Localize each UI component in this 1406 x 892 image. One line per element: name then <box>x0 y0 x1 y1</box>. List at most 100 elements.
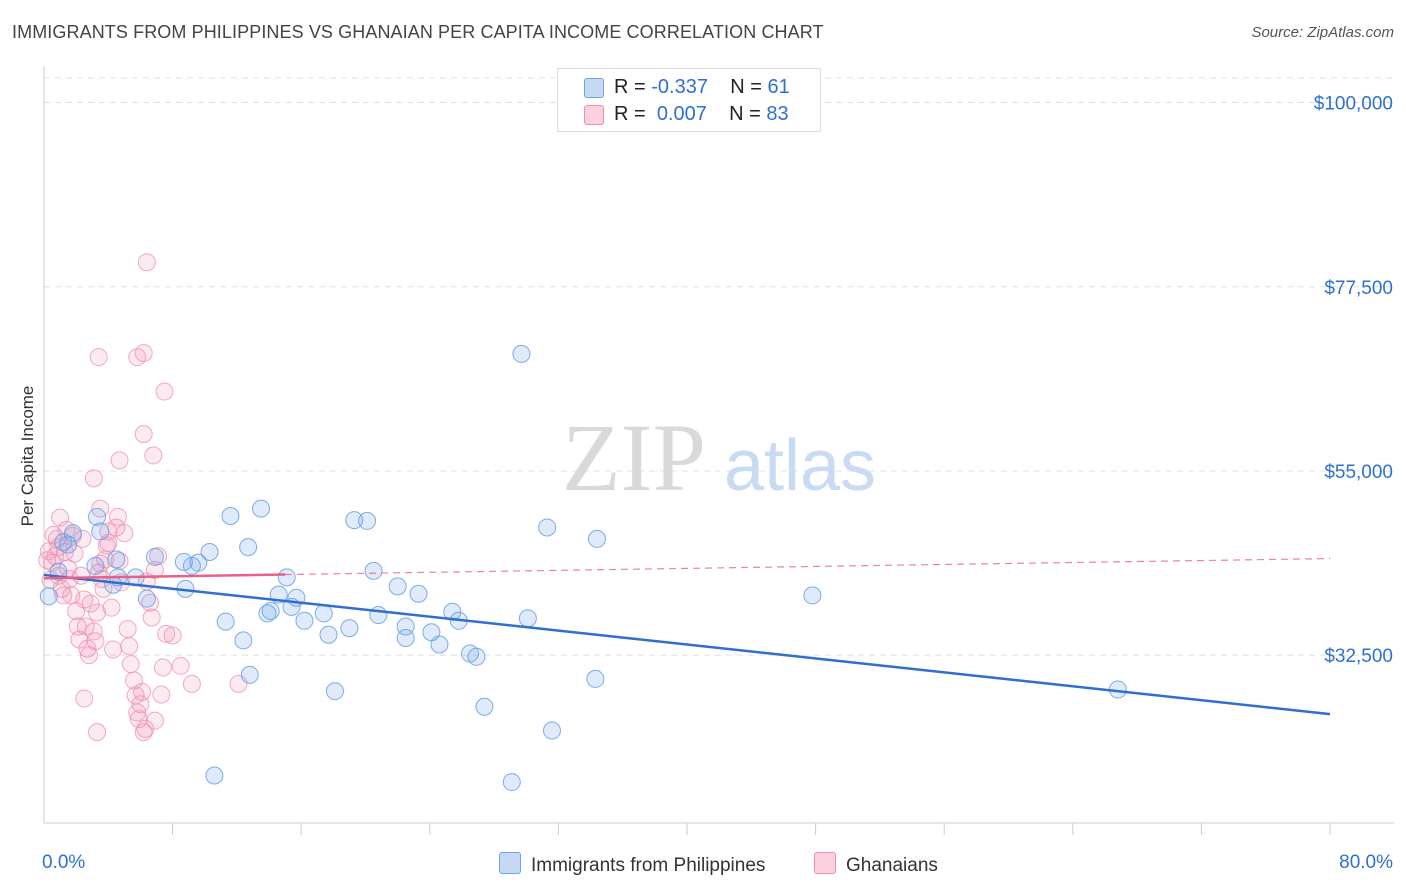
philippines-point <box>39 587 58 606</box>
y-tick-label: $100,000 <box>1314 94 1393 115</box>
philippines-point <box>234 631 253 650</box>
philippines-point <box>475 697 494 716</box>
philippines-point <box>174 552 193 571</box>
ghanaians-point <box>88 723 107 742</box>
legend-n-label: N = <box>729 103 761 125</box>
philippines-point <box>261 601 280 620</box>
legend-r-value: -0.337 <box>651 76 708 98</box>
philippines-point <box>295 611 314 630</box>
series-swatch-pink <box>814 852 836 874</box>
ghanaians-point <box>81 594 100 613</box>
ghanaians-point <box>134 425 153 444</box>
source-label: Source: ZipAtlas.com <box>1251 24 1394 41</box>
legend-n-value: 61 <box>767 76 790 98</box>
philippines-point <box>277 568 296 587</box>
legend-r-label: R = <box>614 76 646 98</box>
legend-swatch-blue <box>584 78 604 98</box>
x-tick-max: 80.0% <box>1339 852 1393 873</box>
philippines-point <box>340 619 359 638</box>
legend-r-label: R = <box>614 103 646 125</box>
philippines-point <box>205 766 224 785</box>
ghanaians-point <box>142 608 161 627</box>
philippines-point <box>518 609 537 628</box>
philippines-point <box>88 507 107 526</box>
ghanaians-point <box>137 253 156 272</box>
philippines-point <box>54 533 73 552</box>
trend-lines <box>43 557 1331 716</box>
ghanaians-point <box>145 561 164 580</box>
x-tick-min: 0.0% <box>42 852 86 873</box>
philippines-point <box>145 547 164 566</box>
grid-lines <box>44 77 1394 656</box>
watermark-zip: ZIP <box>562 404 706 511</box>
philippines-point <box>358 511 377 530</box>
philippines-point <box>388 577 407 596</box>
watermark: ZIP atlas <box>562 404 876 511</box>
philippines-point <box>137 589 156 608</box>
philippines-point <box>587 529 606 548</box>
philippines-point <box>512 344 531 363</box>
y-tick-labels: $32,500 $55,000 $77,500 $100,000 <box>1314 94 1393 668</box>
philippines-points <box>39 344 1127 792</box>
ghanaians-point <box>144 446 163 465</box>
ghanaians-point <box>134 344 153 363</box>
watermark-atlas: atlas <box>724 426 876 506</box>
ghanaians-point <box>152 685 171 704</box>
philippines-point <box>319 625 338 644</box>
y-tick-label: $32,500 <box>1324 646 1393 667</box>
philippines-point <box>221 506 240 525</box>
ghanaians-point <box>84 469 103 488</box>
philippines-point <box>430 635 449 654</box>
philippines-point <box>369 606 388 625</box>
ghanaians-point <box>38 551 57 570</box>
philippines-point <box>189 553 208 572</box>
philippines-point <box>216 612 235 631</box>
series-swatch-blue <box>499 852 521 874</box>
ghanaians-point <box>155 382 174 401</box>
philippines-point <box>63 524 82 543</box>
philippines-trend-line <box>43 573 1331 716</box>
ghanaians-point <box>163 626 182 645</box>
ghanaians-point <box>145 711 164 730</box>
series-legend-philippines: Immigrants from Philippines <box>499 852 765 877</box>
philippines-point <box>396 617 415 636</box>
ghanaians-point <box>121 655 140 674</box>
ghanaians-trend-line <box>43 573 286 580</box>
philippines-point <box>538 518 557 537</box>
philippines-point <box>107 550 126 569</box>
ghanaians-point <box>102 598 121 617</box>
philippines-point <box>542 721 561 740</box>
series-name-philippines: Immigrants from Philippines <box>531 855 766 876</box>
philippines-point <box>803 586 822 605</box>
philippines-point <box>86 556 105 575</box>
ghanaians-point <box>65 544 84 563</box>
legend-n-label: N = <box>730 76 762 98</box>
y-tick-label: $55,000 <box>1324 462 1393 483</box>
chart-title: IMMIGRANTS FROM PHILIPPINES VS GHANAIAN … <box>12 22 824 42</box>
philippines-point <box>586 669 605 688</box>
philippines-point <box>91 522 110 541</box>
axes <box>43 66 1394 835</box>
ghanaians-point <box>153 658 172 677</box>
ghanaians-point <box>134 723 153 742</box>
philippines-point <box>200 543 219 562</box>
philippines-point <box>345 511 364 530</box>
legend-n-value: 83 <box>766 103 789 125</box>
ghanaians-point <box>86 632 105 651</box>
philippines-point <box>258 604 277 623</box>
philippines-point <box>325 682 344 701</box>
ghanaians-point <box>88 603 107 622</box>
ghanaians-point <box>108 507 127 526</box>
philippines-point <box>502 773 521 792</box>
series-name-ghanaians: Ghanaians <box>846 855 938 876</box>
philippines-point <box>409 584 428 603</box>
ghanaians-point <box>171 656 190 675</box>
philippines-point <box>252 499 271 518</box>
ghanaians-point <box>133 683 152 702</box>
ghanaians-point <box>71 566 90 585</box>
philippines-point <box>467 647 486 666</box>
ghanaians-point <box>182 674 201 693</box>
philippines-point <box>240 665 259 684</box>
correlation-legend: R = -0.337 N = 61 R = 0.007 N = 83 <box>557 68 821 132</box>
ghanaians-point <box>157 624 176 643</box>
